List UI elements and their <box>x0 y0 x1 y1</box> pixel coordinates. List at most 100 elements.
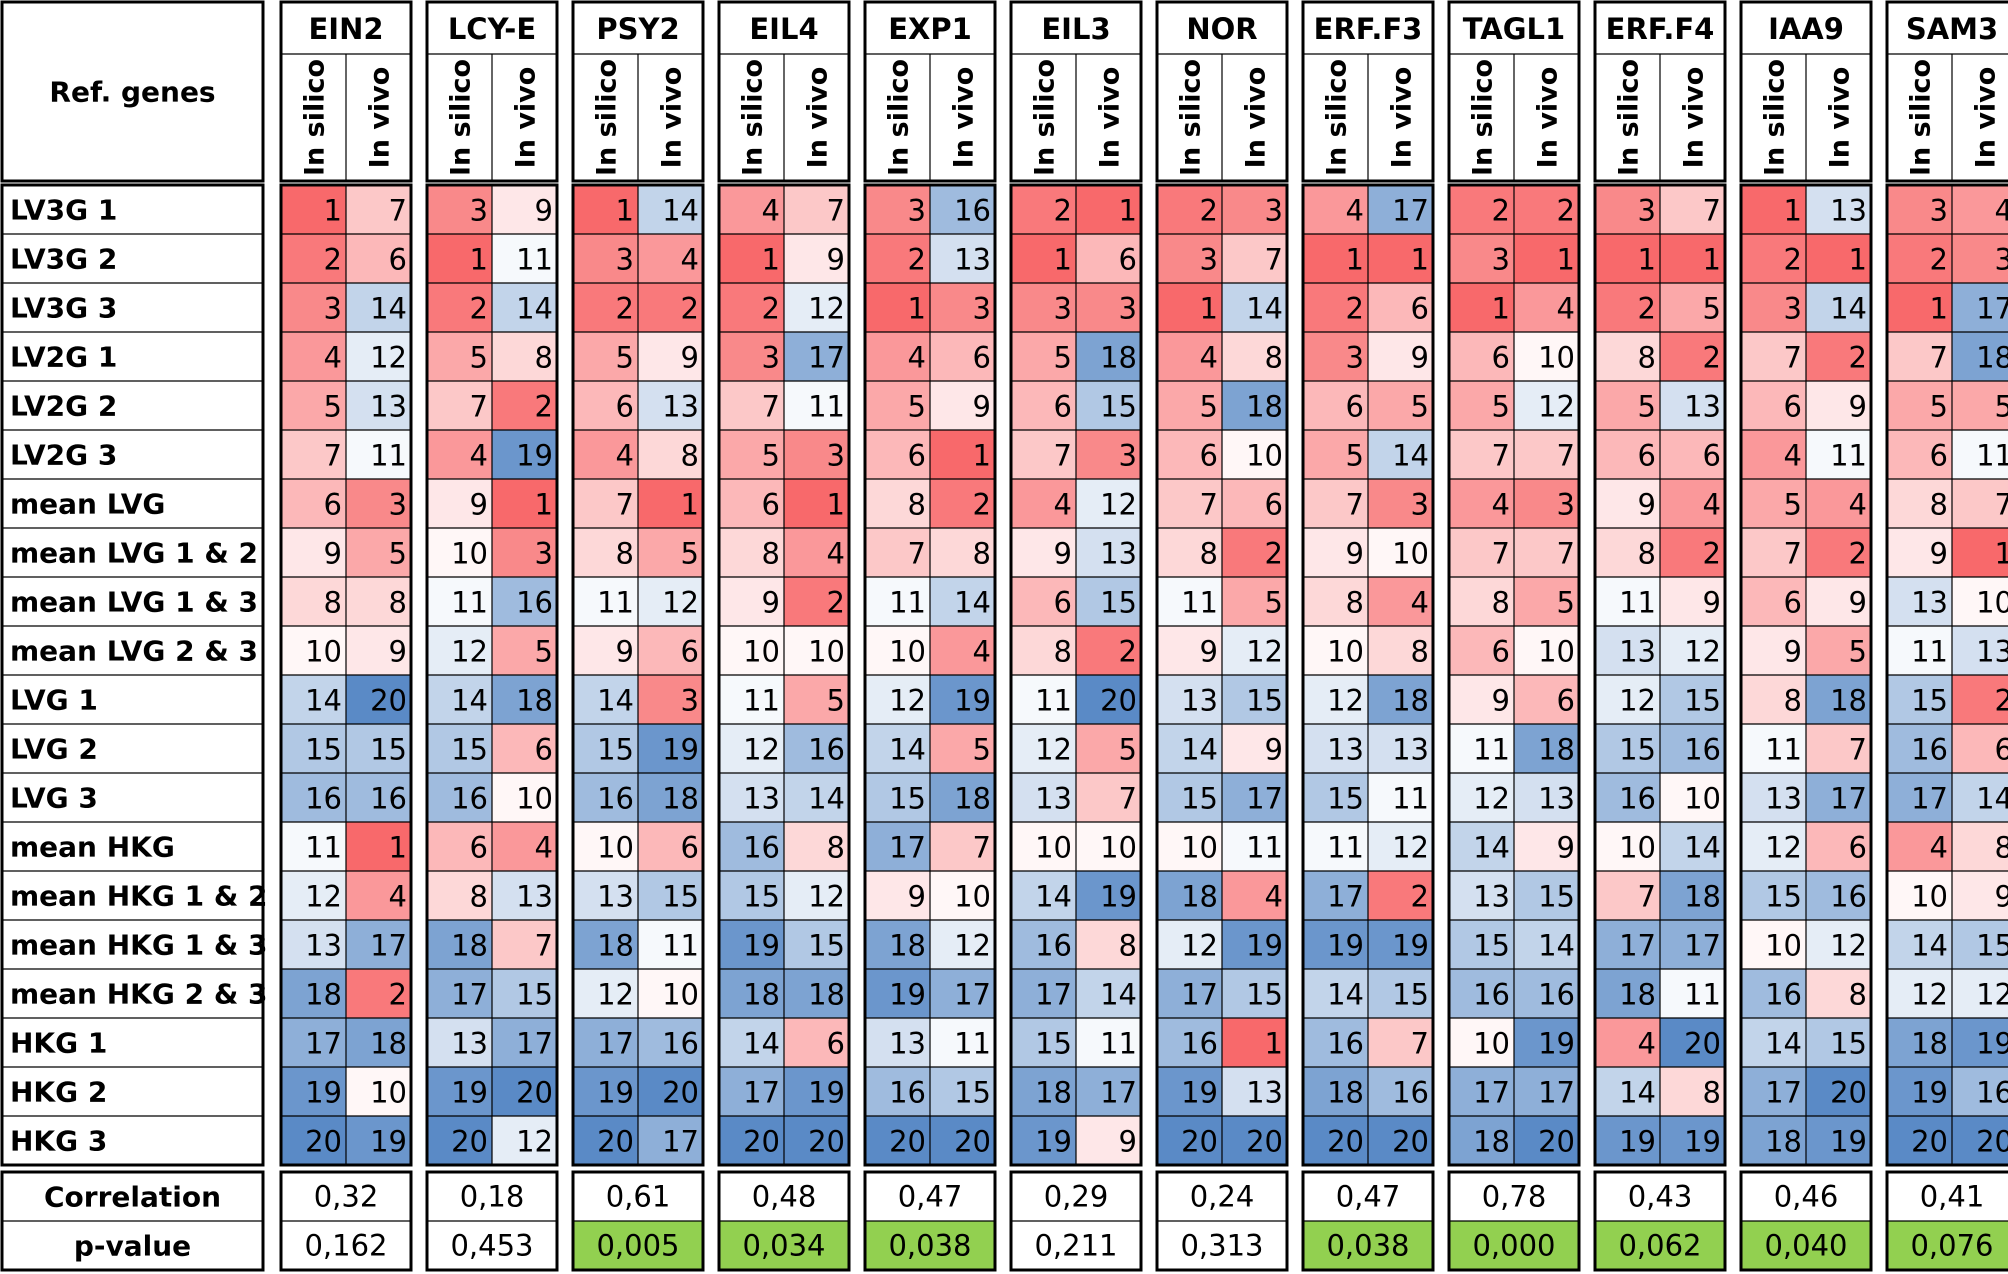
correlation-value-psy2: 0,61 <box>606 1180 671 1214</box>
heatmap-cell <box>865 773 930 822</box>
cell-value: 14 <box>305 684 342 718</box>
cell-value: 9 <box>1557 831 1575 865</box>
heatmap-cell <box>719 773 784 822</box>
cell-value: 15 <box>370 733 407 767</box>
heatmap-cell <box>1952 773 2008 822</box>
cell-value: 17 <box>889 831 926 865</box>
cell-value: 12 <box>516 1125 553 1159</box>
cell-value: 15 <box>1100 586 1137 620</box>
cell-value: 8 <box>1265 341 1283 375</box>
heatmap-cell <box>1514 773 1579 822</box>
cell-value: 16 <box>597 782 634 816</box>
cell-value: 14 <box>1538 929 1575 963</box>
cell-value: 14 <box>1473 831 1510 865</box>
heatmap-cell <box>346 185 411 234</box>
heatmap-cell <box>865 283 930 332</box>
cell-value: 12 <box>1181 929 1218 963</box>
cell-value: 3 <box>470 194 488 228</box>
cell-value: 15 <box>597 733 634 767</box>
heatmap-cell <box>1741 626 1806 675</box>
cell-value: 11 <box>1327 831 1364 865</box>
cell-value: 18 <box>1181 880 1218 914</box>
cell-value: 13 <box>1473 880 1510 914</box>
heatmap-cell <box>573 871 638 920</box>
cell-value: 8 <box>908 488 926 522</box>
heatmap-cell <box>1157 430 1222 479</box>
cell-value: 6 <box>1703 439 1721 473</box>
heatmap-cell <box>638 773 703 822</box>
cell-value: 9 <box>1638 488 1656 522</box>
cell-value: 16 <box>954 194 991 228</box>
heatmap-cell <box>638 577 703 626</box>
cell-value: 13 <box>954 243 991 277</box>
heatmap-cell <box>1449 332 1514 381</box>
heatmap-cell <box>784 479 849 528</box>
subcolumn-label-in-silico: In silico <box>738 59 769 176</box>
cell-value: 16 <box>1035 929 1072 963</box>
heatmap-cell <box>346 1018 411 1067</box>
cell-value: 19 <box>808 1076 845 1110</box>
cell-value: 4 <box>1995 194 2008 228</box>
cell-value: 13 <box>743 782 780 816</box>
correlation-cell <box>1157 1172 1287 1221</box>
heatmap-cell <box>719 626 784 675</box>
heatmap-cell <box>638 822 703 871</box>
cell-value: 6 <box>1849 831 1867 865</box>
heatmap-cell <box>1887 724 1952 773</box>
heatmap-cell <box>719 577 784 626</box>
heatmap-cell <box>492 381 557 430</box>
heatmap-cell <box>346 381 411 430</box>
cell-value: 20 <box>1246 1125 1283 1159</box>
cell-value: 10 <box>889 635 926 669</box>
cell-value: 3 <box>681 684 699 718</box>
cell-value: 20 <box>889 1125 926 1159</box>
cell-value: 8 <box>1346 586 1364 620</box>
row-label-lvg-2: LVG 2 <box>10 733 98 766</box>
cell-value: 20 <box>1392 1125 1429 1159</box>
cell-value: 4 <box>1265 880 1283 914</box>
heatmap-cell <box>281 185 346 234</box>
heatmap-cell <box>1303 675 1368 724</box>
row-label-mean-lvg-1-3: mean LVG 1 & 3 <box>10 586 258 619</box>
cell-value: 10 <box>743 635 780 669</box>
cell-value: 7 <box>1200 488 1218 522</box>
heatmap-cell <box>1660 675 1725 724</box>
heatmap-cell <box>1952 1116 2008 1165</box>
correlation-value-eil3: 0,29 <box>1044 1180 1109 1214</box>
heatmap-cell <box>1449 822 1514 871</box>
heatmap-cell <box>1887 920 1952 969</box>
heatmap-cell <box>1887 528 1952 577</box>
cell-value: 7 <box>1638 880 1656 914</box>
cell-value: 12 <box>1035 733 1072 767</box>
heatmap-cell <box>1222 528 1287 577</box>
heatmap-cell <box>346 1116 411 1165</box>
heatmap-cell <box>1449 969 1514 1018</box>
heatmap-cell <box>1368 479 1433 528</box>
cell-value: 8 <box>470 880 488 914</box>
cell-value: 13 <box>1181 684 1218 718</box>
heatmap-cell <box>1449 381 1514 430</box>
cell-value: 10 <box>1684 782 1721 816</box>
cell-value: 1 <box>681 488 699 522</box>
heatmap-cell <box>1368 381 1433 430</box>
cell-value: 15 <box>1392 978 1429 1012</box>
heatmap-cell <box>1595 675 1660 724</box>
heatmap-cell <box>930 920 995 969</box>
heatmap-cell <box>638 871 703 920</box>
heatmap-cell <box>865 234 930 283</box>
heatmap-cell <box>281 577 346 626</box>
heatmap-cell <box>865 332 930 381</box>
cell-value: 18 <box>1619 978 1656 1012</box>
p-value-psy2: 0,005 <box>596 1229 679 1263</box>
heatmap-cell <box>492 479 557 528</box>
heatmap-cell <box>1806 626 1871 675</box>
heatmap-cell <box>1011 577 1076 626</box>
cell-value: 8 <box>1638 537 1656 571</box>
heatmap-cell <box>1514 675 1579 724</box>
p-value-eil3: 0,211 <box>1034 1229 1117 1263</box>
cell-value: 3 <box>1492 243 1510 277</box>
cell-value: 19 <box>370 1125 407 1159</box>
heatmap-cell <box>719 283 784 332</box>
cell-value: 18 <box>889 929 926 963</box>
heatmap-cell <box>427 528 492 577</box>
